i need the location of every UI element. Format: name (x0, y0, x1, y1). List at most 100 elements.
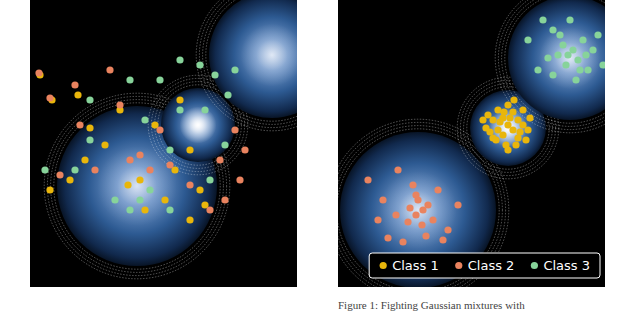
contour (505, 0, 605, 123)
gaussian-core (539, 27, 601, 89)
point (146, 166, 153, 173)
legend: Class 1 Class 2 Class 3 (369, 253, 600, 278)
point (196, 61, 203, 68)
point (156, 76, 163, 83)
point (176, 56, 183, 63)
contour (44, 93, 230, 279)
point (46, 186, 53, 193)
gaussian (161, 88, 235, 162)
point (510, 96, 517, 103)
point (562, 61, 569, 68)
point (166, 161, 173, 168)
point (509, 126, 516, 133)
point (392, 211, 399, 218)
figure: Class 1Class 2Class 3Figure 1: Fighting … (0, 0, 640, 317)
point (126, 76, 133, 83)
panel (30, 0, 348, 287)
point (111, 196, 118, 203)
point (231, 126, 238, 133)
contour (502, 0, 605, 126)
contour (54, 103, 220, 269)
legend-marker (455, 262, 462, 269)
point (224, 91, 231, 98)
point (206, 206, 213, 213)
point (379, 196, 386, 203)
point (422, 232, 429, 239)
point (124, 181, 131, 188)
point (539, 16, 546, 23)
point (576, 66, 583, 73)
point (544, 54, 551, 61)
gaussian-core (379, 171, 457, 249)
point (236, 176, 243, 183)
point (599, 61, 605, 68)
point (374, 216, 381, 223)
point (549, 26, 556, 33)
point (71, 166, 78, 173)
point (582, 51, 589, 58)
point (524, 36, 531, 43)
point (176, 96, 183, 103)
point (241, 146, 248, 153)
point (146, 186, 153, 193)
point (492, 136, 499, 143)
point (364, 176, 371, 183)
point (41, 166, 48, 173)
point (424, 201, 431, 208)
plot-frame (338, 0, 605, 287)
legend-marker (380, 262, 387, 269)
contour (203, 0, 297, 124)
point (35, 69, 42, 76)
point (221, 196, 228, 203)
legend-marker (531, 262, 538, 269)
point (594, 31, 601, 38)
point (206, 176, 213, 183)
point (406, 204, 413, 211)
legend-item: Class 2 (455, 258, 514, 273)
point (399, 238, 406, 245)
point (554, 51, 561, 58)
point (136, 151, 143, 158)
contour (498, 0, 605, 130)
point (439, 236, 446, 243)
contour (206, 0, 297, 121)
point (526, 114, 533, 121)
point (221, 141, 228, 148)
point (156, 126, 163, 133)
point (569, 46, 576, 53)
point (486, 128, 493, 135)
point (176, 106, 183, 113)
point (106, 66, 113, 73)
point (409, 181, 416, 188)
point (434, 186, 441, 193)
gaussian (209, 0, 297, 118)
point (116, 101, 123, 108)
point (101, 141, 108, 148)
legend-item: Class 3 (531, 258, 590, 273)
point (489, 116, 496, 123)
legend-box (369, 253, 600, 278)
contour (51, 100, 224, 273)
point (579, 36, 586, 43)
point (71, 81, 78, 88)
point (46, 94, 53, 101)
contour (196, 0, 297, 131)
point (566, 16, 573, 23)
point (574, 56, 581, 63)
contour (47, 96, 226, 275)
point (166, 206, 173, 213)
gaussian (57, 106, 217, 266)
point (136, 196, 143, 203)
point (504, 101, 511, 108)
point (504, 146, 511, 153)
point (211, 71, 218, 78)
point (519, 106, 526, 113)
legend-item: Class 1 (380, 258, 439, 273)
point (559, 41, 566, 48)
point (166, 146, 173, 153)
point (161, 196, 168, 203)
point (126, 156, 133, 163)
point (74, 91, 81, 98)
contour (495, 0, 605, 133)
point (496, 118, 503, 125)
